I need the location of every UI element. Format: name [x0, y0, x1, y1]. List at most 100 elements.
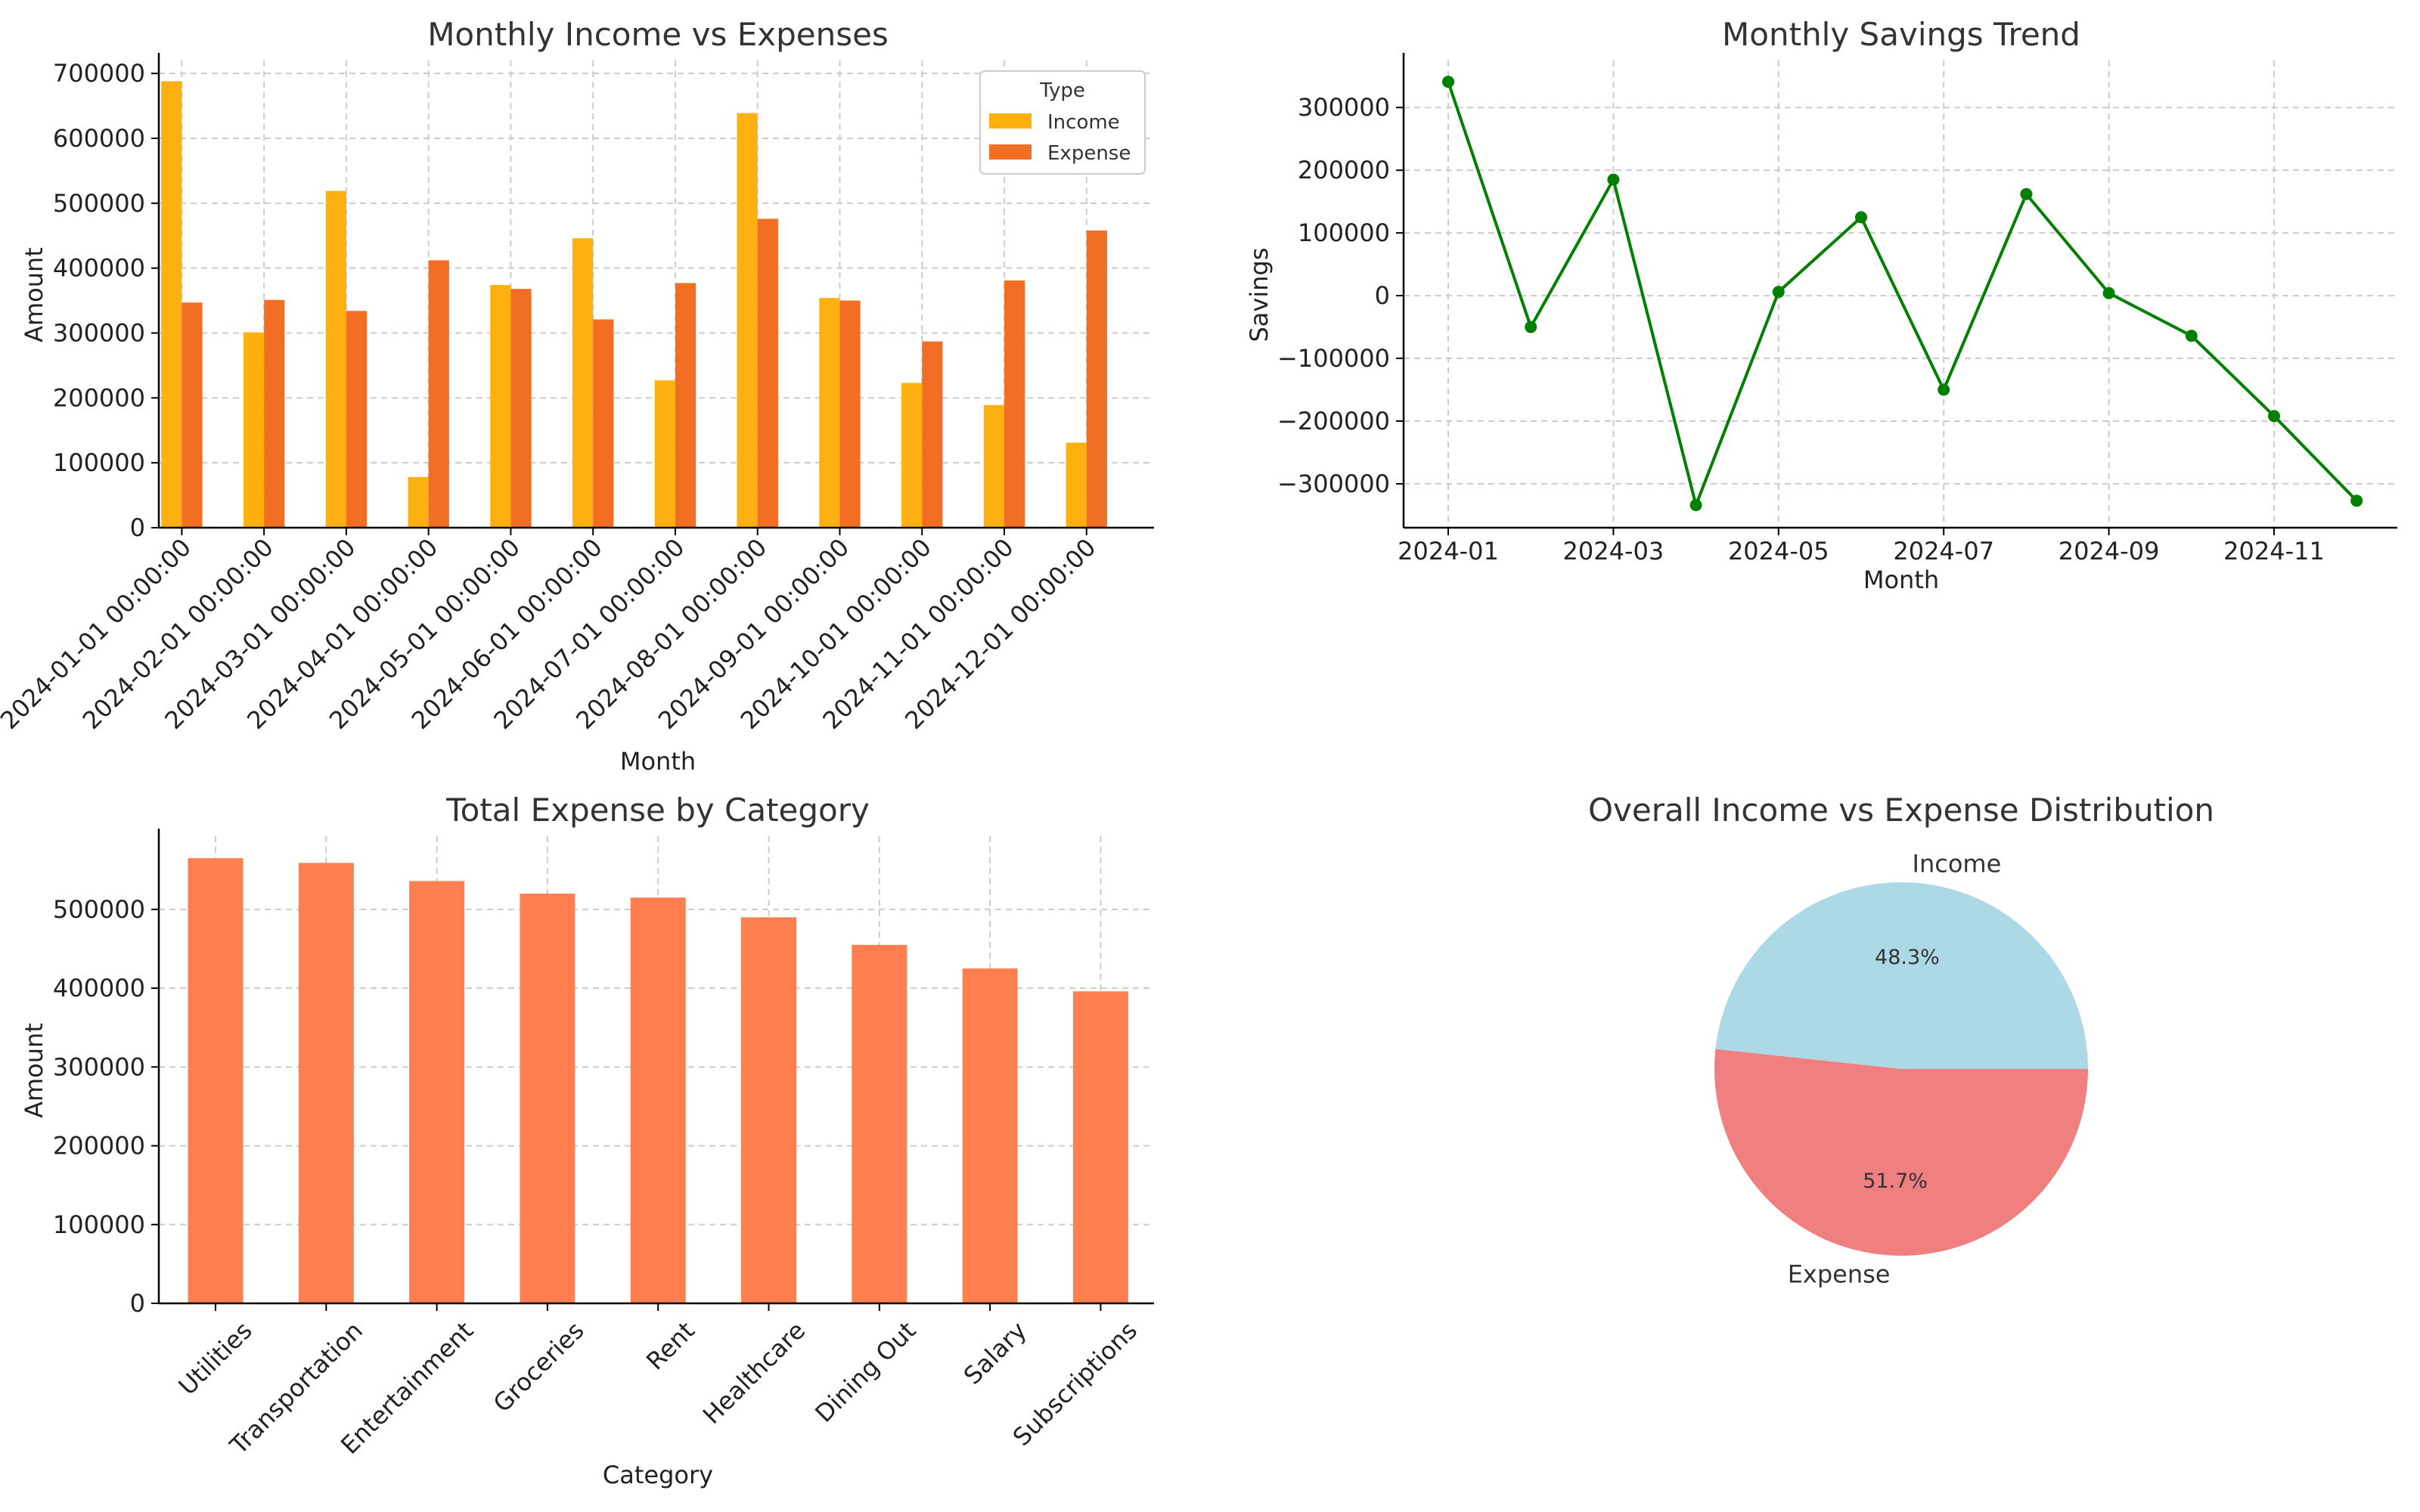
- income-expense-legend: Type Income Expense: [979, 70, 1146, 175]
- income-expense-ytick-label: 400000: [53, 254, 145, 283]
- savings-ytick-label: −300000: [1277, 469, 1390, 498]
- category-xtick-label: Groceries: [488, 1316, 590, 1418]
- savings-xtick-label: 2024-07: [1893, 537, 1994, 565]
- savings-point: [2020, 187, 2033, 200]
- income-expense-ytick-label: 300000: [53, 319, 145, 348]
- savings-point: [1689, 499, 1702, 512]
- legend-expense-label: Expense: [1047, 142, 1131, 165]
- bar-income: [243, 332, 265, 528]
- bar-income: [819, 298, 840, 528]
- savings-xtick-label: 2024-01: [1398, 537, 1499, 565]
- legend-income-swatch: [989, 113, 1032, 129]
- savings-xtick-label: 2024-09: [2059, 537, 2160, 565]
- pie-slice-income: [1715, 881, 2088, 1069]
- bar-income: [901, 383, 923, 528]
- bar-income: [408, 477, 429, 528]
- income-expense-ytick-label: 600000: [53, 124, 145, 153]
- category-ytick-label: 0: [130, 1289, 145, 1318]
- savings-ytick-label: 200000: [1298, 156, 1390, 184]
- bar-expense: [264, 299, 285, 528]
- bar-expense: [346, 311, 368, 528]
- savings-ytick-label: −100000: [1277, 344, 1390, 373]
- savings-line: [1447, 81, 2358, 510]
- pie-percent-income: 48.3%: [1875, 946, 1940, 969]
- savings-point: [2268, 410, 2280, 423]
- bar-income: [737, 113, 758, 528]
- savings-point: [1855, 211, 1867, 224]
- income-expense-ytick-label: 200000: [53, 383, 145, 412]
- bar-income: [1066, 442, 1087, 528]
- category-ytick-label: 300000: [53, 1052, 145, 1081]
- pie-label-expense: Expense: [1788, 1259, 1891, 1288]
- income-expense-ylabel: Amount: [20, 247, 48, 342]
- legend-expense-swatch: [989, 144, 1032, 160]
- bar-expense: [182, 302, 203, 528]
- savings-point: [1772, 286, 1785, 299]
- savings-trend-chart: Monthly Savings Trend −300000 −200000 −100…: [1245, 16, 2397, 594]
- savings-point: [2102, 287, 2115, 299]
- category-ytick-label: 100000: [53, 1210, 145, 1239]
- category-ytick-label: 400000: [53, 974, 145, 1002]
- bar-income: [572, 238, 594, 528]
- category-xtick-label: Salary: [958, 1316, 1032, 1390]
- bar-expense: [510, 289, 532, 528]
- category-xtick-label: Utilities: [173, 1316, 258, 1401]
- bar-expense: [1086, 230, 1107, 528]
- savings-point: [1442, 76, 1454, 88]
- bar-income: [490, 284, 511, 528]
- savings-trend-ylabel: Savings: [1245, 247, 1274, 342]
- bar-category: [1072, 991, 1128, 1303]
- bar-category: [630, 897, 686, 1303]
- category-ytick-label: 500000: [53, 895, 145, 924]
- savings-ytick-label: 0: [1375, 281, 1390, 310]
- income-expense-ytick-label: 500000: [53, 189, 145, 218]
- savings-ytick-label: 300000: [1298, 93, 1390, 122]
- bar-category: [409, 881, 465, 1303]
- bar-income: [654, 380, 675, 528]
- bar-expense: [839, 300, 861, 528]
- income-expense-ytick-label: 700000: [53, 59, 145, 88]
- category-xtick-label: Healthcare: [697, 1316, 811, 1430]
- savings-xtick-label: 2024-11: [2223, 537, 2325, 565]
- bar-income: [325, 191, 346, 528]
- category-ytick-label: 200000: [53, 1132, 145, 1160]
- expense-category-chart: Total Expense by Category 0 100000 200000 3…: [20, 792, 1154, 1489]
- income-expense-chart: Monthly Income vs Expenses 0 100000 200000…: [0, 16, 1154, 776]
- savings-ytick-label: 100000: [1298, 218, 1390, 247]
- category-xtick-label: Rent: [641, 1316, 700, 1376]
- bar-expense: [428, 260, 449, 528]
- bar-category: [962, 968, 1018, 1303]
- savings-xtick-label: 2024-05: [1728, 537, 1829, 565]
- bar-expense: [593, 319, 614, 528]
- distribution-pie-chart: Overall Income vs Expense Distribution I…: [1588, 792, 2214, 1288]
- bar-income: [161, 81, 182, 528]
- bar-expense: [922, 341, 943, 528]
- savings-point: [1607, 173, 1620, 186]
- expense-category-ylabel: Amount: [20, 1023, 48, 1118]
- savings-trend-title: Monthly Savings Trend: [1722, 16, 2080, 53]
- bar-expense: [1004, 280, 1025, 528]
- bar-expense: [757, 218, 778, 528]
- bar-category: [298, 863, 354, 1303]
- pie-label-income: Income: [1913, 850, 2002, 878]
- savings-trend-xlabel: Month: [1863, 565, 1939, 594]
- bar-category: [741, 917, 796, 1303]
- savings-ytick-label: −200000: [1277, 407, 1390, 435]
- savings-point: [1938, 383, 1950, 396]
- pie-slice-expense: [1714, 1049, 2088, 1256]
- distribution-pie-title: Overall Income vs Expense Distribution: [1588, 792, 2214, 829]
- savings-point: [1525, 321, 1537, 333]
- savings-xtick-label: 2024-03: [1563, 537, 1665, 565]
- bar-income: [983, 404, 1004, 528]
- expense-category-xlabel: Category: [603, 1461, 713, 1489]
- legend-income-label: Income: [1047, 111, 1120, 134]
- legend-title: Type: [1039, 79, 1085, 102]
- category-xtick-label: Dining Out: [809, 1316, 921, 1428]
- income-expense-ytick-label: 0: [130, 513, 145, 542]
- income-expense-xlabel: Month: [620, 747, 696, 776]
- bar-expense: [675, 283, 697, 528]
- income-expense-ytick-label: 100000: [53, 448, 145, 477]
- bar-category: [852, 944, 908, 1303]
- bar-category: [188, 858, 244, 1303]
